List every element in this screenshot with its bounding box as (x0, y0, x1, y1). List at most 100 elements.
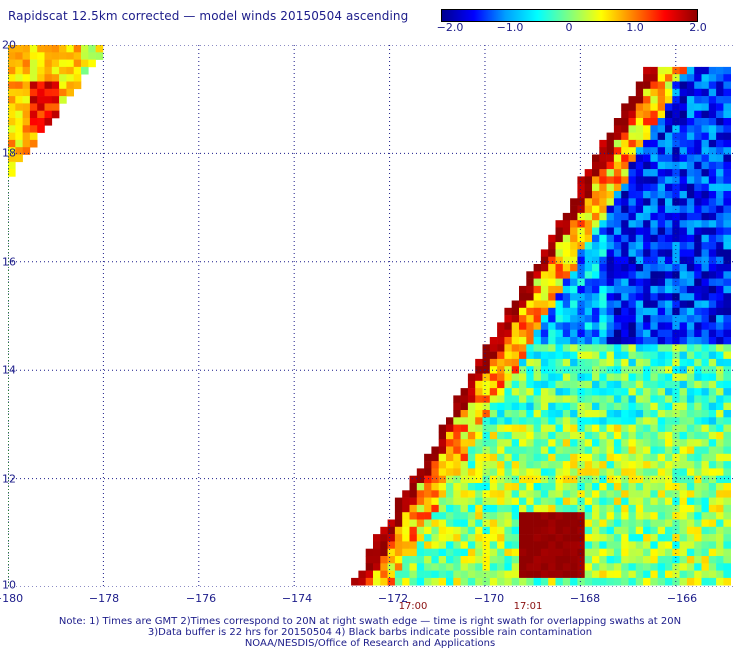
wind-cell (570, 271, 578, 279)
wind-cell (592, 271, 600, 279)
wind-cell (621, 351, 629, 360)
wind-cell (694, 147, 702, 155)
wind-cell (453, 563, 461, 571)
wind-cell (650, 242, 658, 250)
wind-cell (482, 431, 491, 440)
wind-cell (708, 468, 717, 476)
wind-cell (533, 410, 542, 418)
wind-cell (519, 497, 527, 506)
wind-cell (723, 410, 731, 418)
wind-cell (562, 329, 571, 338)
wind-cell (562, 548, 571, 557)
wind-cell (723, 183, 731, 192)
wind-cell (708, 234, 717, 243)
wind-cell (606, 271, 615, 279)
wind-cell (613, 548, 622, 557)
wind-cell (424, 526, 432, 535)
wind-cell (643, 366, 651, 374)
wind-cell (548, 264, 556, 272)
wind-cell (540, 570, 549, 579)
wind-cell (665, 337, 673, 345)
wind-cell (511, 402, 520, 411)
wind-cell (635, 504, 644, 513)
wind-cell (424, 504, 432, 513)
wind-cell (533, 337, 542, 345)
wind-cell (606, 417, 615, 425)
wind-cell (555, 519, 564, 528)
wind-cell (599, 548, 607, 557)
wind-cell (562, 256, 571, 265)
wind-cell (592, 256, 600, 265)
wind-cell (708, 191, 717, 199)
wind-cell (701, 337, 710, 345)
wind-cell (431, 512, 439, 520)
wind-cell (613, 431, 622, 440)
wind-cell (665, 161, 673, 170)
wind-cell (599, 563, 607, 571)
wind-cell (599, 191, 607, 199)
wind-cell (701, 431, 710, 440)
wind-cell (723, 431, 731, 440)
wind-cell (650, 300, 658, 309)
wind-cell (460, 439, 469, 447)
wind-cell (59, 74, 67, 82)
wind-cell (694, 483, 702, 491)
wind-cell (665, 439, 673, 447)
wind-cell (526, 293, 534, 301)
wind-cell (628, 110, 637, 119)
wind-cell (438, 446, 447, 455)
wind-cell (467, 534, 476, 542)
wind-cell (599, 285, 607, 294)
wind-cell (438, 468, 447, 476)
wind-cell (511, 337, 520, 345)
wind-cell (431, 446, 439, 455)
wind-cell (526, 322, 534, 330)
wind-cell (548, 570, 556, 579)
wind-cell (584, 285, 593, 294)
wind-cell (460, 519, 469, 528)
wind-cell (540, 483, 549, 491)
wind-cell (22, 118, 31, 126)
wind-cell (628, 431, 637, 440)
wind-cell (694, 358, 702, 367)
wind-cell (555, 227, 564, 236)
wind-cell (672, 176, 680, 184)
wind-cell (701, 147, 710, 155)
wind-cell (489, 439, 498, 447)
wind-cell (453, 431, 461, 440)
wind-cell (694, 249, 702, 257)
wind-cell (665, 256, 673, 265)
wind-cell (657, 410, 666, 418)
wind-cell (438, 519, 447, 528)
wind-cell (88, 52, 96, 60)
wind-cell (59, 81, 67, 90)
wind-cell (686, 212, 695, 221)
wind-cell (504, 577, 512, 586)
wind-cell (555, 577, 564, 586)
wind-cell (679, 154, 688, 163)
wind-cell (526, 337, 534, 345)
wind-cell (723, 388, 731, 396)
wind-cell (708, 526, 717, 535)
wind-cell (489, 351, 498, 360)
wind-cell (613, 118, 622, 126)
wind-cell (555, 264, 564, 272)
wind-cell (592, 497, 600, 506)
wind-cell (497, 519, 505, 528)
wind-cell (592, 519, 600, 528)
wind-cell (650, 366, 658, 374)
wind-cell (519, 329, 527, 338)
wind-cell (708, 110, 717, 119)
wind-cell (511, 380, 520, 389)
wind-cell (29, 103, 38, 111)
wind-cell (679, 490, 688, 498)
wind-cell (394, 577, 403, 586)
wind-cell (592, 293, 600, 301)
wind-cell (701, 548, 710, 557)
wind-cell (519, 358, 527, 367)
wind-cell (679, 556, 688, 564)
wind-cell (453, 453, 461, 462)
wind-cell (650, 198, 658, 206)
wind-cell (555, 548, 564, 557)
wind-cell (694, 461, 702, 469)
